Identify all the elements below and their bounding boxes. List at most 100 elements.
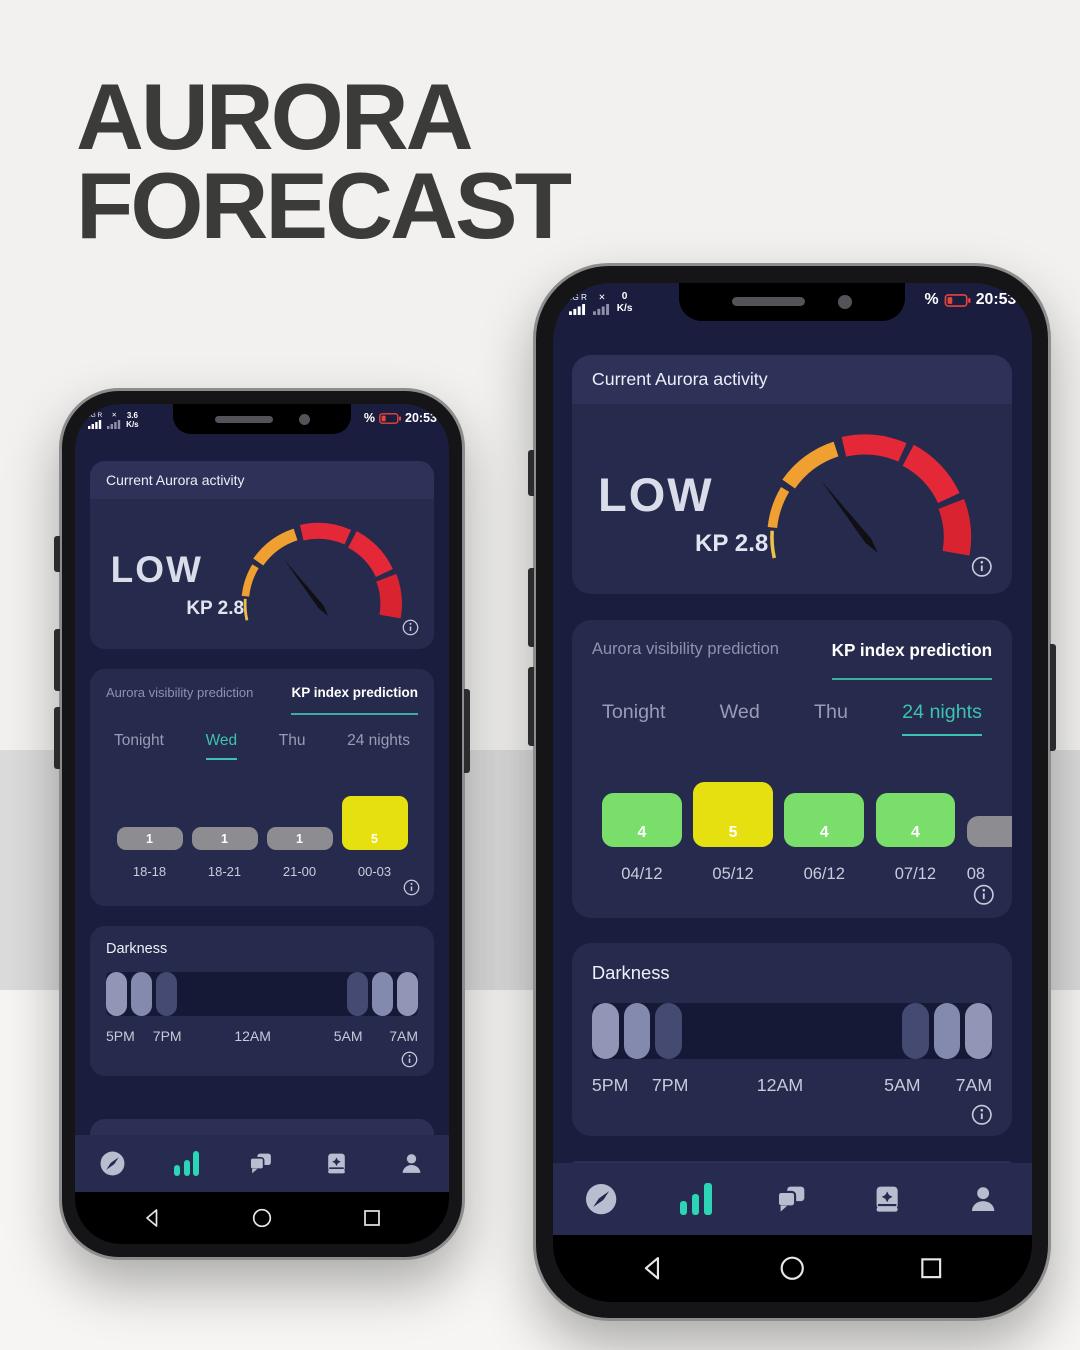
- kp-gauge-icon: [241, 522, 402, 621]
- phone-side-button: [54, 536, 60, 572]
- clock: 20:53: [975, 291, 1017, 309]
- nav-kp-chart-icon[interactable]: [174, 1151, 200, 1176]
- bottom-nav: [552, 1163, 1032, 1236]
- android-home-button[interactable]: [250, 1206, 274, 1230]
- kp-bar: 1 21-00: [266, 827, 333, 879]
- info-icon: [971, 1104, 992, 1125]
- nav-compass-icon[interactable]: [584, 1182, 618, 1216]
- tab-aurora-visibility[interactable]: Aurora visibility prediction: [106, 685, 254, 700]
- speaker-grill: [731, 297, 806, 306]
- kp-bar: 5 00-03: [341, 796, 408, 879]
- signal-icon: 4G R: [87, 412, 102, 430]
- prediction-tabs: Aurora visibility prediction KP index pr…: [572, 640, 1013, 680]
- subtab-wed[interactable]: Wed: [719, 701, 760, 724]
- status-bar: 4G R ✕ 3.6 K/s % 20:53: [75, 404, 449, 447]
- phone-volume-down-button: [54, 707, 60, 769]
- tab-kp-index[interactable]: KP index prediction: [291, 685, 418, 715]
- dawn-gradient: [902, 1003, 993, 1060]
- dusk-gradient: [591, 1003, 682, 1060]
- clock: 20:53: [405, 411, 437, 425]
- signal-icon: 4G R: [568, 294, 587, 315]
- subtab-tonight[interactable]: Tonight: [114, 732, 164, 749]
- dawn-gradient: [347, 972, 418, 1016]
- nav-profile-icon[interactable]: [398, 1150, 425, 1177]
- page-title: AURORA FORECAST: [76, 64, 572, 253]
- kp-bar: 4 07/12: [875, 792, 956, 884]
- prediction-info-button[interactable]: [572, 884, 1013, 918]
- activity-info-button[interactable]: [971, 556, 993, 578]
- battery-icon: [944, 293, 971, 307]
- status-left: 4G R ✕ 0 K/s: [568, 291, 633, 315]
- day-subtabs: Tonight Wed Thu 24 nights: [572, 701, 1013, 737]
- phone-power-button: [464, 689, 470, 773]
- signal2-icon: ✕: [107, 412, 121, 430]
- kp-bar: 5 05/12: [693, 781, 773, 884]
- next-card-peek: [90, 1119, 434, 1135]
- screen-content: Current Aurora activity LOW KP 2.8 Auror…: [553, 337, 1032, 1164]
- darkness-info-button[interactable]: [592, 1100, 992, 1125]
- android-back-button[interactable]: [140, 1206, 164, 1230]
- info-icon: [971, 556, 992, 577]
- nav-compass-icon[interactable]: [99, 1150, 126, 1177]
- phone-volume-down-button: [528, 667, 534, 747]
- status-right: % 20:53: [924, 291, 1016, 309]
- kp-bar: 4 04/12: [602, 792, 682, 884]
- nav-chat-icon[interactable]: [247, 1150, 274, 1177]
- phone-left: 4G R ✕ 3.6 K/s % 20:53 Current: [54, 388, 470, 1260]
- darkness-title: Darkness: [591, 962, 670, 984]
- darkness-title: Darkness: [106, 941, 168, 957]
- subtab-24-nights[interactable]: 24 nights: [347, 732, 410, 749]
- tab-aurora-visibility[interactable]: Aurora visibility prediction: [591, 640, 779, 658]
- bottom-nav: [75, 1135, 449, 1192]
- dusk-gradient: [106, 972, 177, 1016]
- prediction-card: Aurora visibility prediction KP index pr…: [571, 619, 1013, 918]
- android-recents-button[interactable]: [916, 1253, 946, 1283]
- android-home-button[interactable]: [777, 1253, 807, 1283]
- subtab-thu[interactable]: Thu: [813, 701, 848, 724]
- darkness-time-labels: 5PM 7PM 12AM 5AM 7AM: [106, 1028, 418, 1044]
- nav-guide-book-icon[interactable]: [323, 1150, 350, 1177]
- activity-level: LOW: [598, 467, 714, 521]
- darkness-card: Darkness 5PM 7PM 12AM 5AM 7AM: [571, 943, 1013, 1136]
- notch: [678, 282, 906, 321]
- kp-bar: 4 06/12: [784, 792, 865, 884]
- android-recents-button[interactable]: [360, 1206, 384, 1230]
- title-line-1: AURORA: [76, 64, 474, 169]
- kp-bar: 1 18-21: [191, 827, 258, 879]
- nav-chat-icon[interactable]: [774, 1182, 808, 1216]
- next-card-peek: [571, 1160, 1013, 1164]
- subtab-24-nights[interactable]: 24 nights: [902, 701, 982, 737]
- kp-bar-clipped: 08: [966, 815, 1013, 884]
- nav-profile-icon[interactable]: [966, 1182, 1000, 1216]
- nav-guide-book-icon[interactable]: [870, 1182, 904, 1216]
- info-icon: [402, 619, 418, 635]
- android-back-button[interactable]: [637, 1253, 667, 1283]
- status-right: % 20:53: [364, 411, 437, 425]
- nav-kp-chart-icon[interactable]: [679, 1183, 712, 1216]
- phone-side-button: [528, 450, 534, 496]
- tab-kp-index[interactable]: KP index prediction: [831, 640, 993, 680]
- prediction-info-button[interactable]: [90, 879, 434, 906]
- activity-card-header: Current Aurora activity: [571, 354, 1013, 404]
- info-icon: [973, 884, 994, 905]
- kp-gauge-area: LOW KP 2.8: [90, 499, 434, 649]
- battery-percent: %: [924, 291, 939, 309]
- activity-info-button[interactable]: [402, 619, 419, 636]
- phone-volume-up-button: [528, 568, 534, 647]
- signal2-icon: ✕: [593, 294, 610, 315]
- subtab-thu[interactable]: Thu: [278, 732, 306, 749]
- screen-content: Current Aurora activity LOW KP 2.8 Auror…: [75, 447, 449, 1135]
- battery-icon: [379, 412, 402, 424]
- prediction-card: Aurora visibility prediction KP index pr…: [90, 669, 434, 906]
- subtab-tonight[interactable]: Tonight: [602, 701, 666, 724]
- android-nav-bar: [75, 1192, 449, 1244]
- subtab-wed[interactable]: Wed: [205, 732, 238, 760]
- front-camera: [298, 413, 310, 425]
- network-speed: 0 K/s: [616, 291, 633, 315]
- speaker-grill: [214, 415, 273, 423]
- kp-bar: 1 18-18: [116, 827, 183, 879]
- darkness-timeline: [591, 1003, 993, 1060]
- darkness-info-button[interactable]: [106, 1048, 418, 1068]
- darkness-time-labels: 5PM 7PM 12AM 5AM 7AM: [591, 1074, 993, 1095]
- phone-right: 4G R ✕ 0 K/s % 20:53 Current A: [528, 263, 1056, 1321]
